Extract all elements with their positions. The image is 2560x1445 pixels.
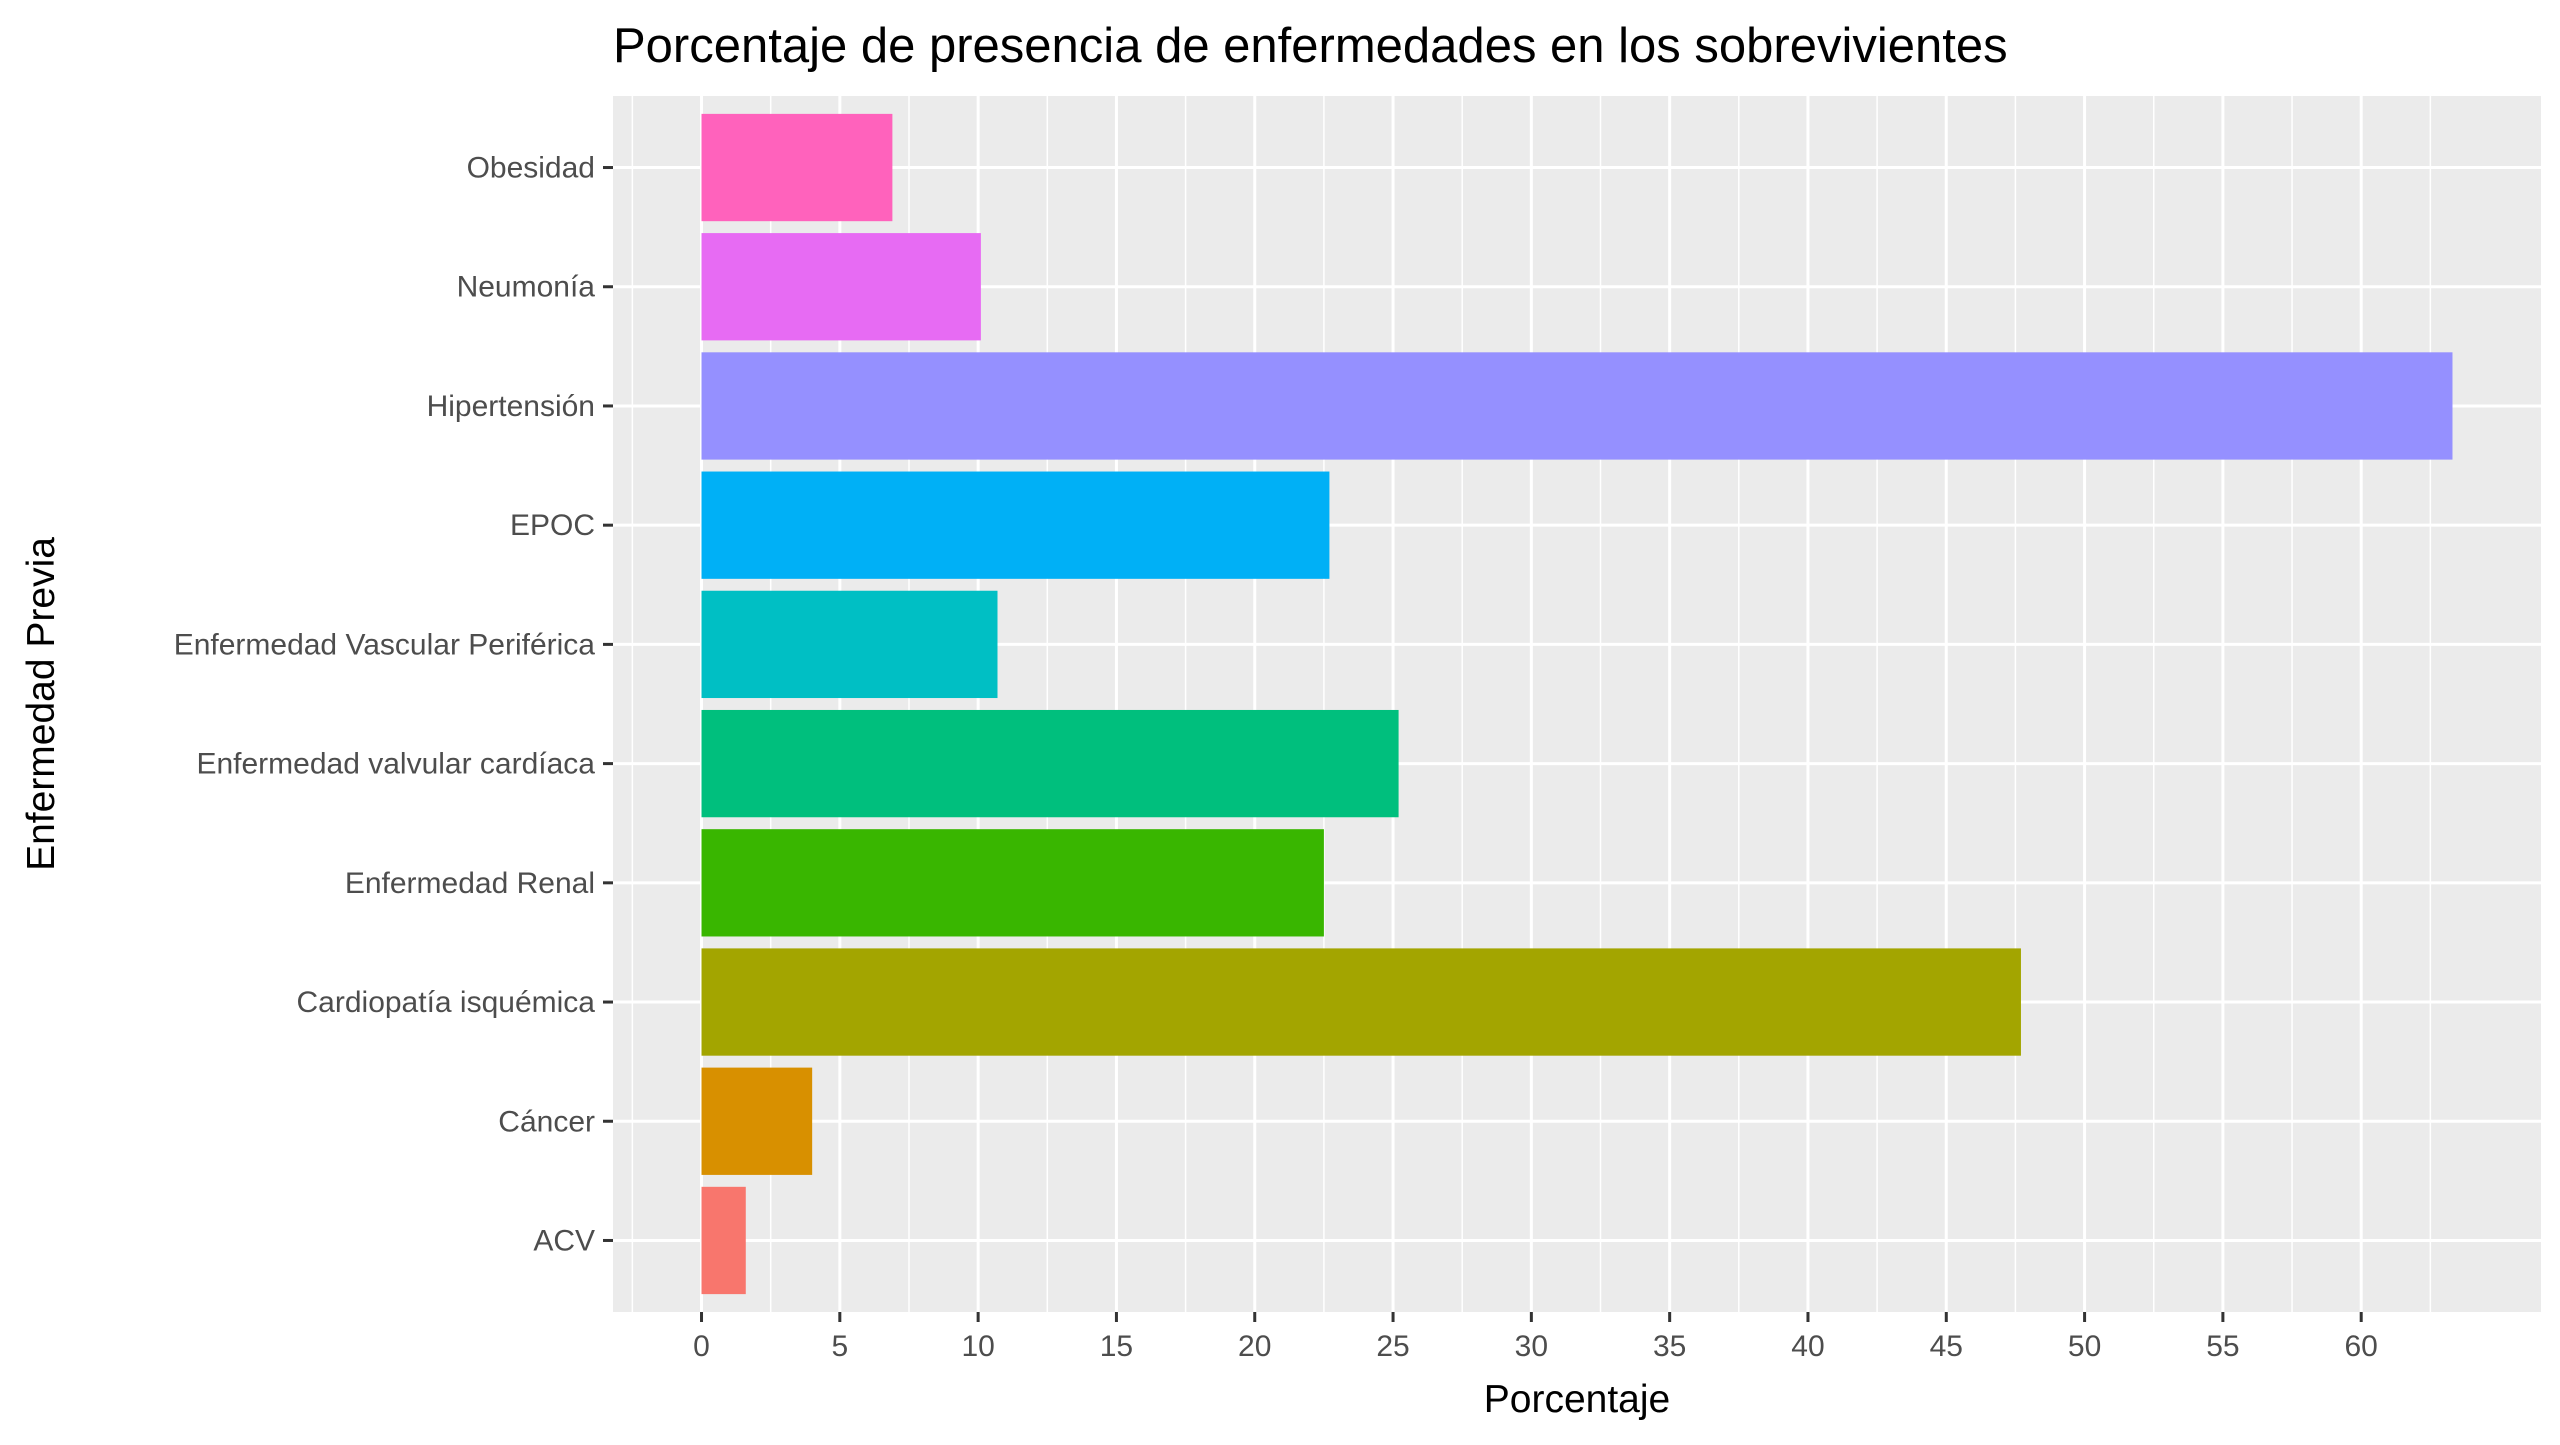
x-tick-label: 55 bbox=[2206, 1330, 2239, 1363]
y-tick-label: Obesidad bbox=[467, 152, 595, 185]
x-axis-title: Porcentaje bbox=[1484, 1378, 1670, 1421]
x-tick-label: 0 bbox=[693, 1330, 710, 1363]
x-tick-label: 35 bbox=[1653, 1330, 1686, 1363]
bar bbox=[701, 829, 1324, 937]
y-tick-label: Neumonía bbox=[457, 271, 596, 304]
bar bbox=[701, 233, 981, 341]
x-tick-label: 10 bbox=[961, 1330, 994, 1363]
y-axis-title: Enfermedad Previa bbox=[20, 537, 63, 871]
y-tick-label: Enfermedad valvular cardíaca bbox=[196, 748, 595, 781]
bar bbox=[701, 1186, 746, 1295]
x-tick-label: 20 bbox=[1238, 1330, 1271, 1363]
bar bbox=[701, 352, 2453, 460]
y-tick-label: ACV bbox=[533, 1224, 595, 1257]
bar bbox=[701, 709, 1399, 818]
x-tick-label: 45 bbox=[1930, 1330, 1963, 1363]
x-tick-label: 5 bbox=[831, 1330, 848, 1363]
bar bbox=[701, 113, 893, 222]
x-tick-label: 50 bbox=[2068, 1330, 2101, 1363]
x-tick-label: 15 bbox=[1100, 1330, 1133, 1363]
y-tick-label: Hipertensión bbox=[427, 390, 595, 423]
y-tick-label: Cáncer bbox=[498, 1105, 595, 1138]
y-tick-label: Enfermedad Renal bbox=[345, 867, 595, 900]
bar bbox=[701, 1067, 813, 1175]
y-tick-label: EPOC bbox=[510, 509, 595, 542]
x-tick-label: 25 bbox=[1376, 1330, 1409, 1363]
chart-title: Porcentaje de presencia de enfermedades … bbox=[613, 19, 2008, 73]
x-tick-label: 40 bbox=[1791, 1330, 1824, 1363]
x-axis: 0 5 10 15 20 25 30 35 40 45 50 55 60 bbox=[693, 1312, 2378, 1363]
bar bbox=[701, 471, 1330, 579]
bar bbox=[701, 590, 998, 699]
y-axis: ACV Cáncer Cardiopatía isquémica Enfermedad… bbox=[174, 152, 613, 1257]
y-tick-label: Cardiopatía isquémica bbox=[297, 986, 596, 1019]
y-tick-label: Enfermedad Vascular Periférica bbox=[174, 628, 596, 661]
x-tick-label: 60 bbox=[2345, 1330, 2378, 1363]
x-tick-label: 30 bbox=[1515, 1330, 1548, 1363]
bar bbox=[701, 948, 2021, 1056]
bars bbox=[701, 113, 2453, 1295]
